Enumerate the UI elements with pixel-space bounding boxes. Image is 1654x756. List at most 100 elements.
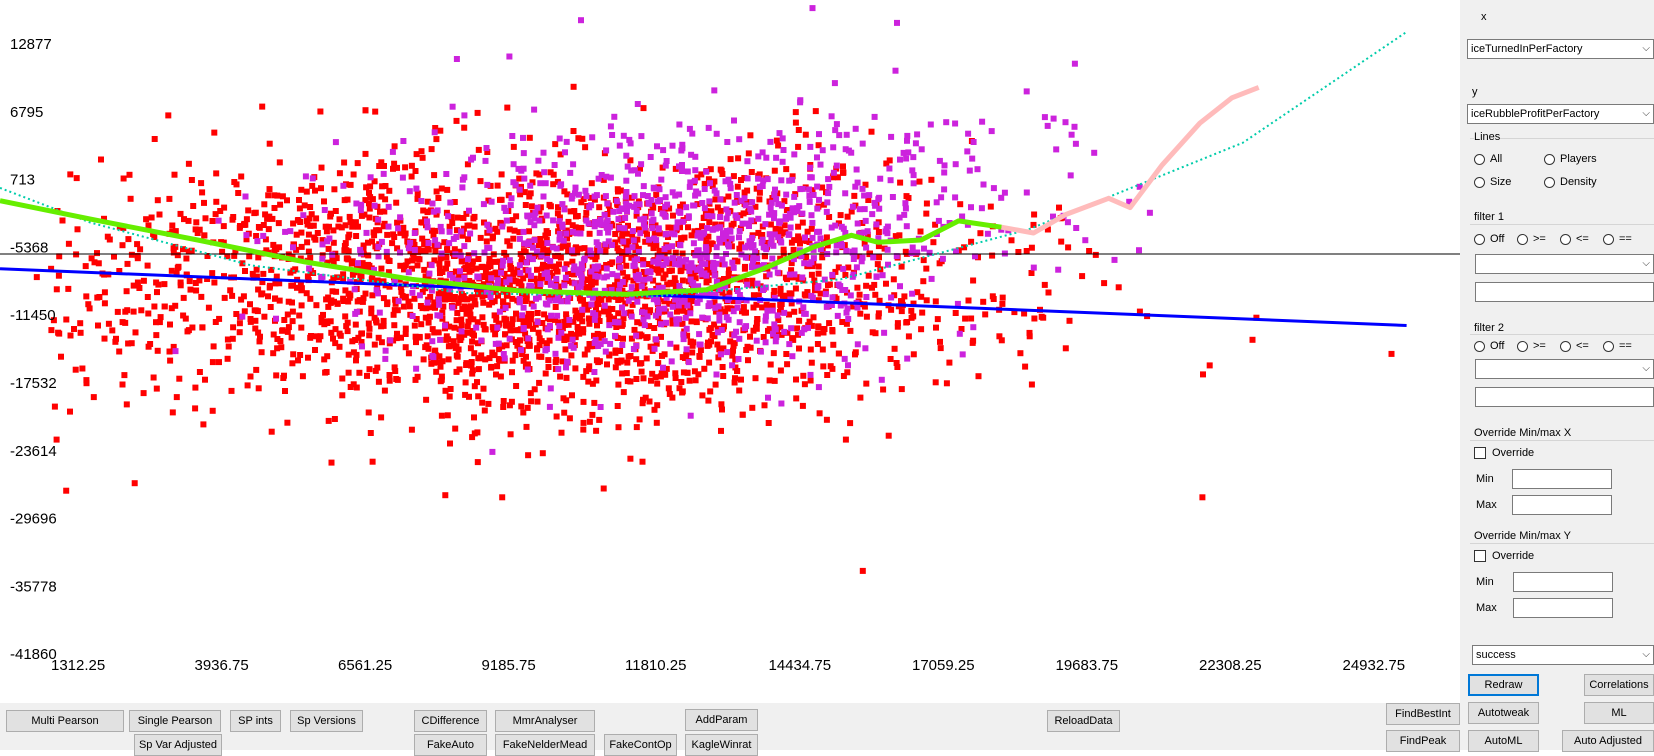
scatter-point-red (731, 379, 738, 386)
scatter-point-magenta (538, 252, 545, 259)
target-select[interactable]: success ⌵ (1472, 645, 1654, 665)
scatter-point-red (345, 256, 352, 263)
lines-radio-size[interactable]: Size (1474, 176, 1511, 188)
lines-radio-density[interactable]: Density (1544, 176, 1597, 188)
automl-button[interactable]: AutoML (1468, 730, 1539, 752)
scatter-point-red (857, 310, 864, 317)
scatter-point-magenta (604, 217, 611, 224)
reload-data-button[interactable]: ReloadData (1047, 710, 1120, 732)
override-y-max-input[interactable] (1513, 598, 1613, 618)
scatter-point-red (284, 419, 291, 426)
scatter-point-red (448, 214, 455, 221)
redraw-button[interactable]: Redraw (1468, 674, 1539, 696)
correlations-button[interactable]: Correlations (1584, 674, 1654, 696)
y-variable-select[interactable]: iceRubbleProfitPerFactory ⌵ (1467, 104, 1654, 124)
sp-ints-button[interactable]: SP ints (230, 710, 281, 732)
scatter-point-red (568, 352, 575, 359)
sp-var-adjusted-button[interactable]: Sp Var Adjusted (134, 734, 222, 756)
y-tick-label: 6795 (10, 104, 43, 121)
scatter-point-red (501, 249, 508, 256)
cdifference-button[interactable]: CDifference (414, 710, 487, 732)
scatter-point-magenta (411, 230, 418, 236)
scatter-point-red (258, 291, 265, 298)
scatter-point-red (455, 299, 462, 306)
x-variable-select[interactable]: iceTurnedInPerFactory ⌵ (1467, 39, 1654, 59)
scatter-point-magenta (873, 221, 880, 228)
kagle-winrat-button[interactable]: KagleWinrat (685, 734, 758, 756)
filter2-radio-off[interactable]: Off (1474, 340, 1504, 352)
scatter-point-red (296, 205, 303, 212)
scatter-point-magenta (859, 185, 866, 192)
mmr-analyser-button[interactable]: MmrAnalyser (495, 710, 595, 732)
override-x-checkbox[interactable]: Override (1474, 447, 1534, 459)
sp-versions-button[interactable]: Sp Versions (290, 710, 363, 732)
override-y-checkbox[interactable]: Override (1474, 550, 1534, 562)
scatter-point-red (375, 378, 382, 385)
scatter-point-red (1045, 289, 1052, 296)
find-peak-button[interactable]: FindPeak (1386, 730, 1460, 752)
scatter-point-magenta (652, 312, 659, 319)
filter1-radio-gte[interactable]: >= (1517, 233, 1546, 245)
scatter-point-magenta (660, 364, 666, 371)
filter2-radio-eq[interactable]: == (1603, 340, 1632, 352)
scatter-point-red (759, 304, 766, 311)
scatter-point-magenta (854, 179, 861, 186)
scatter-point-red (760, 334, 767, 340)
lines-radio-all[interactable]: All (1474, 153, 1502, 165)
scatter-point-magenta (833, 249, 840, 256)
scatter-point-red (520, 357, 527, 364)
filter1-radio-off[interactable]: Off (1474, 233, 1504, 245)
scatter-point-red (661, 298, 668, 305)
scatter-point-red (383, 253, 390, 260)
fake-nelder-mead-button[interactable]: FakeNelderMead (495, 734, 595, 756)
scatter-point-red (579, 135, 586, 142)
scatter-point-red (350, 171, 357, 178)
scatter-point-red (394, 219, 401, 226)
filter2-radio-lte[interactable]: <= (1560, 340, 1589, 352)
scatter-point-red (440, 303, 447, 310)
scatter-point-red (119, 319, 126, 326)
filter2-radio-gte[interactable]: >= (1517, 340, 1546, 352)
scatter-point-red (176, 375, 183, 382)
filter1-radio-lte[interactable]: <= (1560, 233, 1589, 245)
scatter-point-red (875, 313, 882, 320)
scatter-point-red (863, 282, 870, 289)
filter1-value-input[interactable] (1475, 282, 1654, 302)
scatter-point-red (570, 83, 577, 90)
scatter-point-magenta (814, 228, 820, 235)
autotweak-button[interactable]: Autotweak (1468, 702, 1539, 724)
filter2-value-input[interactable] (1475, 387, 1654, 407)
scatter-point-red (691, 228, 698, 235)
auto-adjusted-button[interactable]: Auto Adjusted (1562, 730, 1654, 752)
fake-auto-button[interactable]: FakeAuto (414, 734, 487, 756)
ml-button[interactable]: ML (1584, 702, 1654, 724)
multi-pearson-button[interactable]: Multi Pearson (6, 710, 124, 732)
add-param-button[interactable]: AddParam (685, 709, 758, 731)
x-tick-label: 14434.75 (769, 657, 832, 674)
scatter-point-red (313, 333, 320, 340)
scatter-point-magenta (808, 212, 815, 219)
scatter-point-red (402, 344, 409, 351)
override-x-min-input[interactable] (1512, 469, 1612, 489)
lines-radio-players[interactable]: Players (1544, 153, 1597, 165)
filter1-radio-eq[interactable]: == (1603, 233, 1632, 245)
scatter-point-magenta (711, 87, 718, 94)
scatter-point-magenta (598, 172, 605, 178)
filter2-column-select[interactable]: ⌵ (1475, 359, 1654, 379)
scatter-point-magenta (597, 247, 604, 254)
find-best-int-button[interactable]: FindBestInt (1386, 703, 1460, 725)
scatter-point-red (473, 265, 480, 272)
scatter-point-red (327, 299, 334, 306)
scatter-point-magenta (467, 230, 474, 237)
scatter-point-magenta (703, 168, 710, 175)
scatter-point-red (437, 127, 444, 134)
scatter-point-magenta (654, 143, 660, 150)
scatter-point-red (536, 379, 543, 386)
override-y-min-input[interactable] (1513, 572, 1613, 592)
single-pearson-button[interactable]: Single Pearson (129, 710, 221, 732)
scatter-point-red (355, 334, 362, 341)
filter1-column-select[interactable]: ⌵ (1475, 254, 1654, 274)
fake-cont-op-button[interactable]: FakeContOp (604, 734, 677, 756)
scatter-point-magenta (673, 320, 680, 327)
override-x-max-input[interactable] (1512, 495, 1612, 515)
